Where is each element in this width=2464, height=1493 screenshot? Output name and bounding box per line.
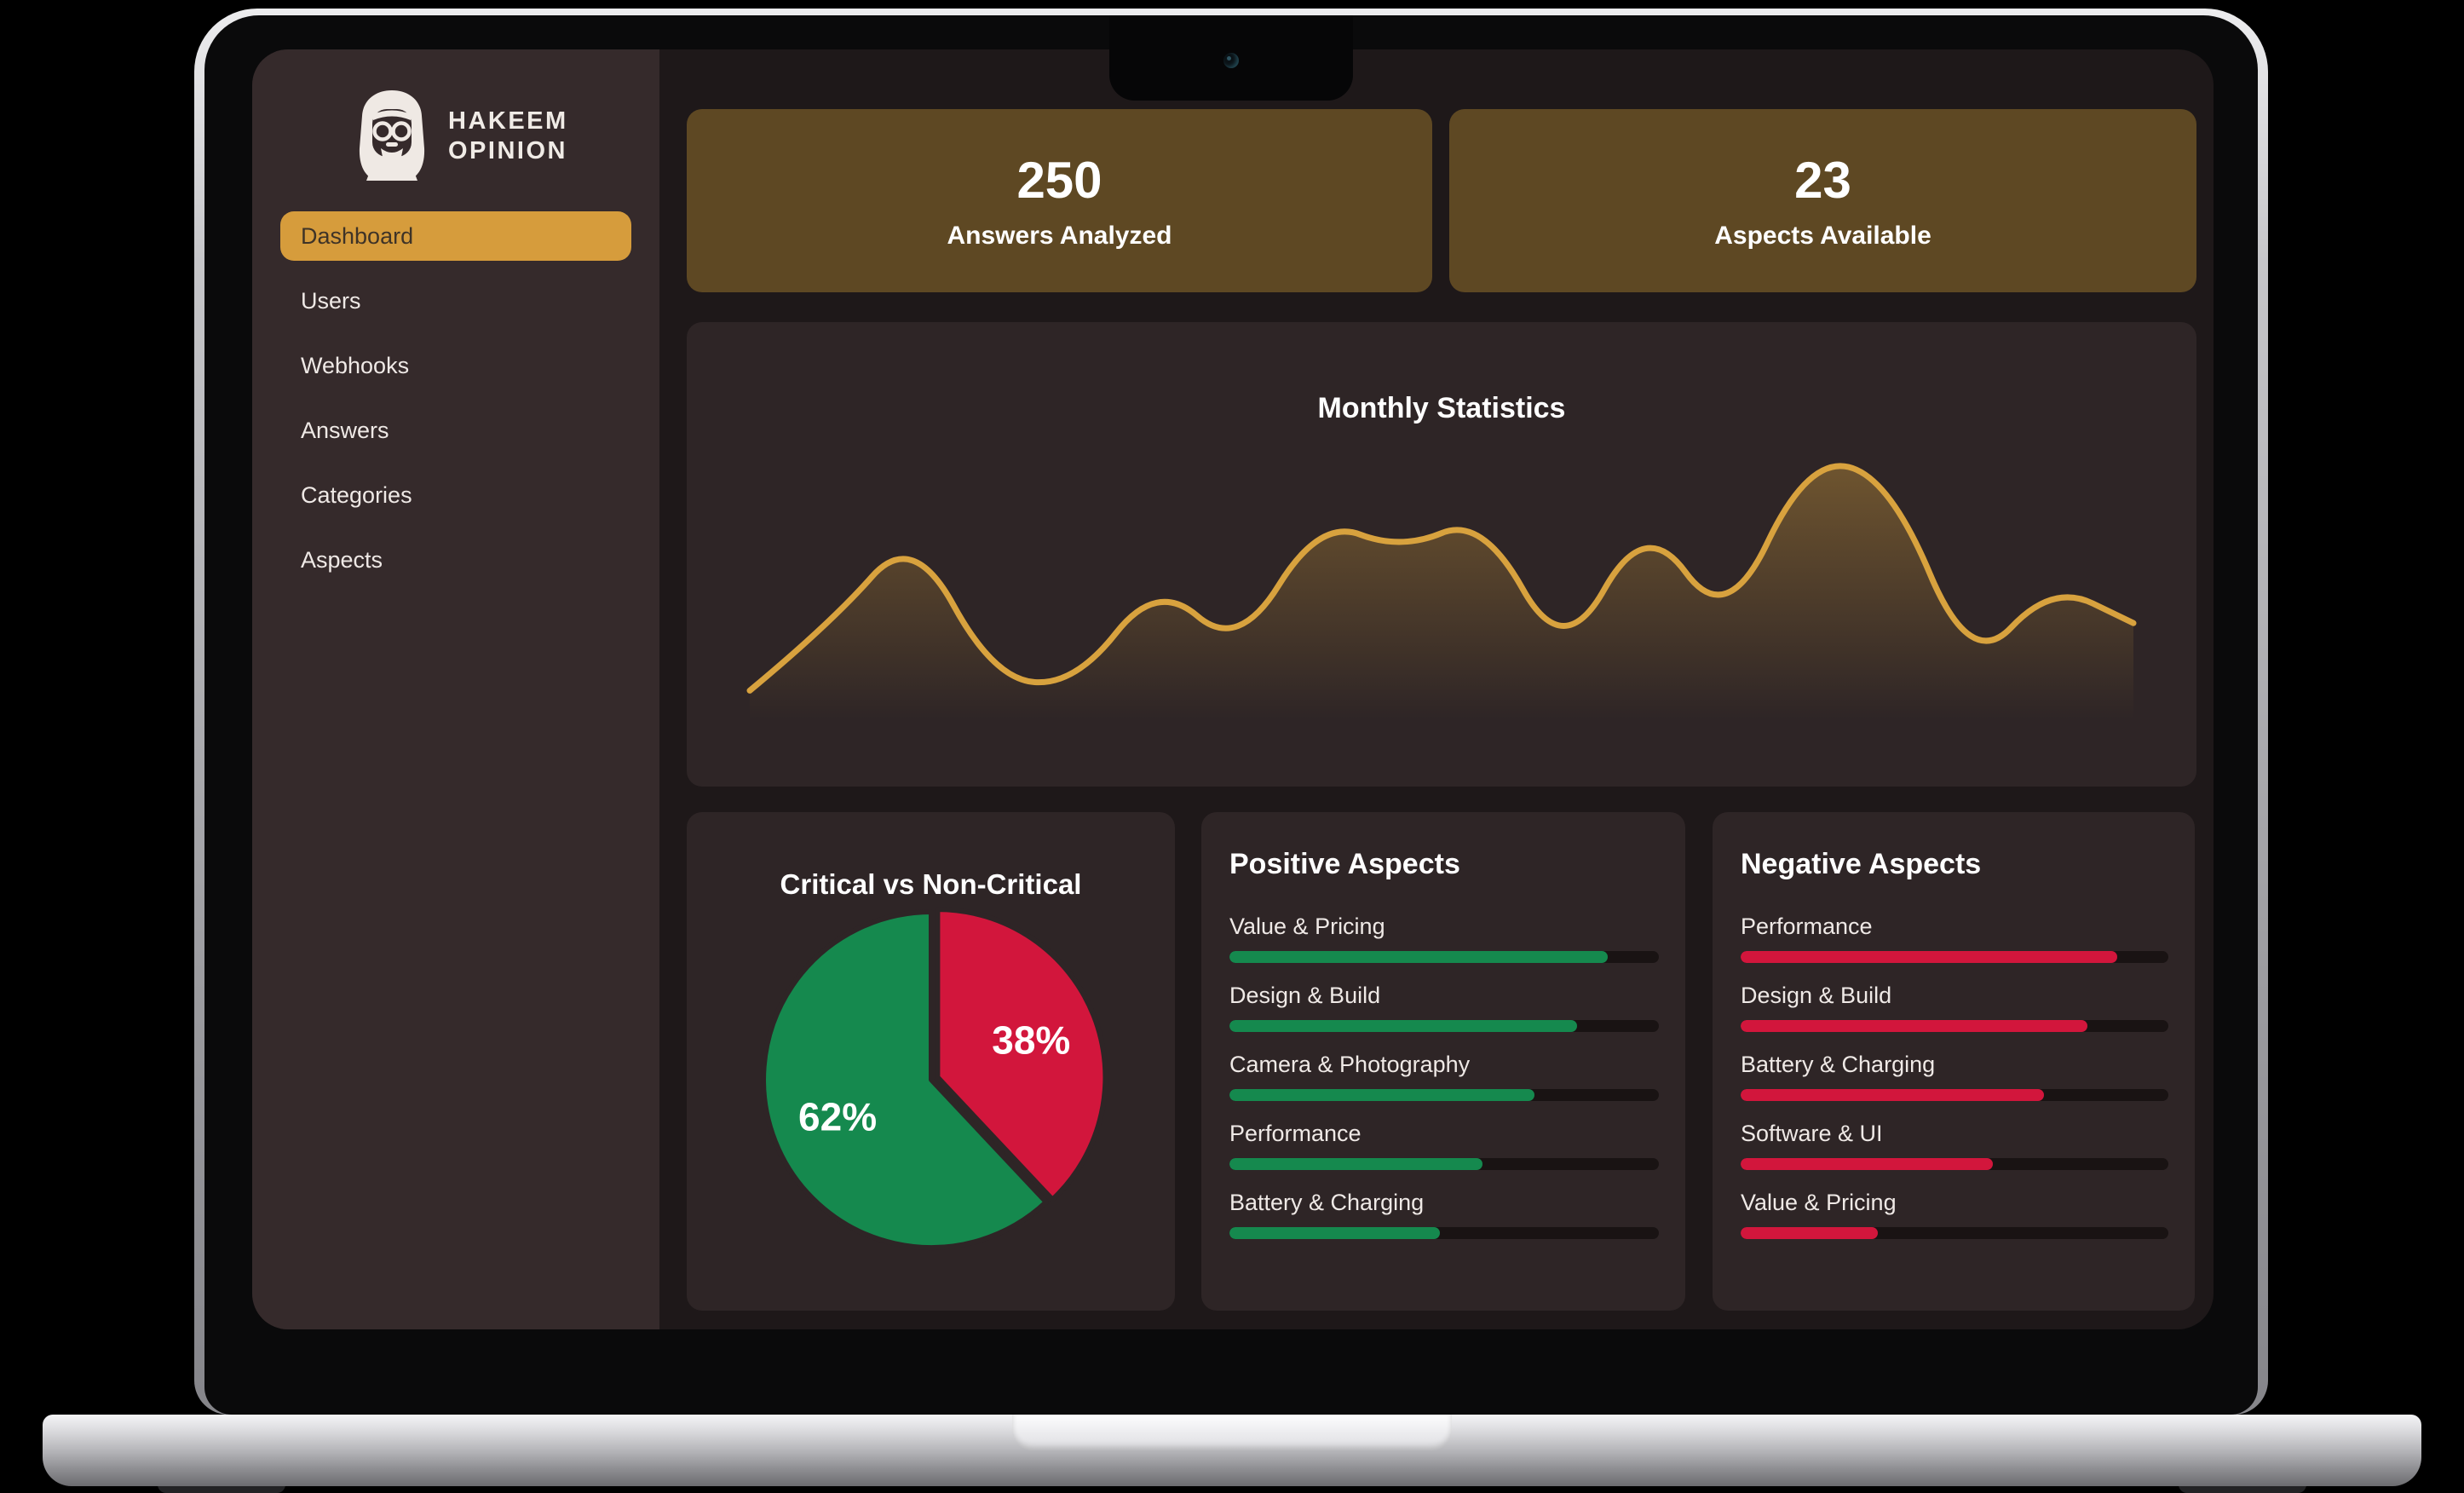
- nav-item-label: Categories: [301, 481, 412, 508]
- stat-card-aspects: 23 Aspects Available: [1449, 109, 2196, 292]
- aspect-label: Design & Build: [1229, 983, 1381, 1008]
- negative-aspects-title: Negative Aspects: [1741, 848, 1982, 880]
- aspect-row: Battery & Charging: [1229, 1190, 1659, 1239]
- critical-pie-card: Critical vs Non-Critical 38% 62%: [687, 812, 1175, 1311]
- laptop-screen: HAKEEM OPINION Dashboard Users: [194, 9, 2268, 1415]
- screen-bezel: HAKEEM OPINION Dashboard Users: [204, 15, 2258, 1415]
- stat-label: Answers Analyzed: [947, 222, 1172, 250]
- aspect-row: Performance: [1741, 914, 2168, 963]
- brand-logo: HAKEEM OPINION: [349, 89, 659, 184]
- aspect-row: Value & Pricing: [1229, 914, 1659, 963]
- dashboard-app: HAKEEM OPINION Dashboard Users: [252, 49, 2214, 1329]
- laptop-foot-left: [158, 1484, 285, 1493]
- progress-fill: [1229, 1020, 1578, 1032]
- aspect-label: Value & Pricing: [1741, 1190, 1897, 1215]
- aspect-label: Battery & Charging: [1741, 1052, 1936, 1077]
- aspect-row: Value & Pricing: [1741, 1190, 2168, 1239]
- progress-track: [1741, 1089, 2168, 1101]
- progress-track: [1229, 1020, 1659, 1032]
- nav-item-label: Users: [301, 287, 361, 314]
- nav-item-label: Dashboard: [301, 222, 414, 249]
- display-notch: [1109, 15, 1353, 101]
- aspect-row: Software & UI: [1741, 1121, 2168, 1170]
- progress-track: [1741, 1020, 2168, 1032]
- stat-label: Aspects Available: [1714, 222, 1931, 250]
- stat-value: 23: [1794, 152, 1851, 209]
- svg-text:62%: 62%: [798, 1095, 877, 1139]
- progress-track: [1741, 951, 2168, 963]
- progress-fill: [1229, 951, 1608, 963]
- progress-fill: [1229, 1227, 1440, 1239]
- negative-aspects-list: Performance Design & Build Battery & Charg…: [1741, 914, 2168, 1239]
- aspect-label: Design & Build: [1741, 983, 1892, 1008]
- positive-aspects-list: Value & Pricing Design & Build Camera & Ph…: [1229, 914, 1659, 1239]
- positive-aspects-card: Positive Aspects Value & Pricing Design &…: [1201, 812, 1685, 1311]
- aspect-label: Software & UI: [1741, 1121, 1883, 1146]
- lid-thumb-groove: [1012, 1415, 1452, 1450]
- nav-item[interactable]: Webhooks: [280, 341, 631, 390]
- nav-item[interactable]: Users: [280, 276, 631, 326]
- brand-name-line2: OPINION: [448, 137, 567, 164]
- critical-pie-title: Critical vs Non-Critical: [780, 868, 1082, 900]
- progress-track: [1229, 1089, 1659, 1101]
- nav-item[interactable]: Dashboard: [280, 211, 631, 261]
- progress-track: [1741, 1158, 2168, 1170]
- aspect-row: Battery & Charging: [1741, 1052, 2168, 1101]
- progress-fill: [1741, 1020, 2087, 1032]
- aspect-label: Value & Pricing: [1229, 914, 1385, 939]
- nav-item-label: Webhooks: [301, 352, 410, 378]
- main-content: 250 Answers Analyzed 23 Aspects Availabl…: [659, 49, 2214, 1329]
- stat-card-answers: 250 Answers Analyzed: [687, 109, 1432, 292]
- negative-aspects-card: Negative Aspects Performance Design & Bui…: [1713, 812, 2195, 1311]
- svg-text:38%: 38%: [992, 1018, 1070, 1063]
- progress-fill: [1229, 1089, 1534, 1101]
- monthly-statistics-title: Monthly Statistics: [1317, 392, 1566, 424]
- progress-track: [1229, 1227, 1659, 1239]
- progress-fill: [1741, 1158, 1994, 1170]
- aspect-label: Performance: [1741, 914, 1873, 939]
- progress-track: [1741, 1227, 2168, 1239]
- webcam-icon: [1223, 53, 1239, 68]
- sidebar-nav: Dashboard Users Webhooks: [252, 211, 659, 585]
- aspect-row: Design & Build: [1741, 983, 2168, 1032]
- nav-item[interactable]: Answers: [280, 406, 631, 455]
- progress-track: [1229, 1158, 1659, 1170]
- aspect-row: Camera & Photography: [1229, 1052, 1659, 1101]
- positive-aspects-title: Positive Aspects: [1229, 848, 1460, 880]
- progress-fill: [1741, 1227, 1878, 1239]
- aspect-label: Performance: [1229, 1121, 1362, 1146]
- brand-mascot-icon: [359, 90, 425, 181]
- monthly-line-chart: [746, 463, 2137, 741]
- progress-fill: [1741, 1089, 2045, 1101]
- nav-item-label: Answers: [301, 417, 389, 443]
- progress-fill: [1229, 1158, 1483, 1170]
- stat-value: 250: [1016, 152, 1102, 209]
- monthly-statistics-card: Monthly Statistics: [687, 322, 2196, 787]
- nav-item-label: Aspects: [301, 546, 383, 573]
- sidebar: HAKEEM OPINION Dashboard Users: [252, 49, 659, 1329]
- aspect-row: Performance: [1229, 1121, 1659, 1170]
- aspect-label: Camera & Photography: [1229, 1052, 1471, 1077]
- aspect-label: Battery & Charging: [1229, 1190, 1425, 1215]
- nav-item[interactable]: Aspects: [280, 535, 631, 585]
- critical-pie-chart: 38% 62%: [761, 907, 1108, 1250]
- progress-fill: [1741, 951, 2117, 963]
- brand-name-line1: HAKEEM: [448, 107, 568, 135]
- progress-track: [1229, 951, 1659, 963]
- laptop-foot-right: [2179, 1484, 2306, 1493]
- aspect-row: Design & Build: [1229, 983, 1659, 1032]
- laptop-base: [43, 1415, 2421, 1486]
- nav-item[interactable]: Categories: [280, 470, 631, 520]
